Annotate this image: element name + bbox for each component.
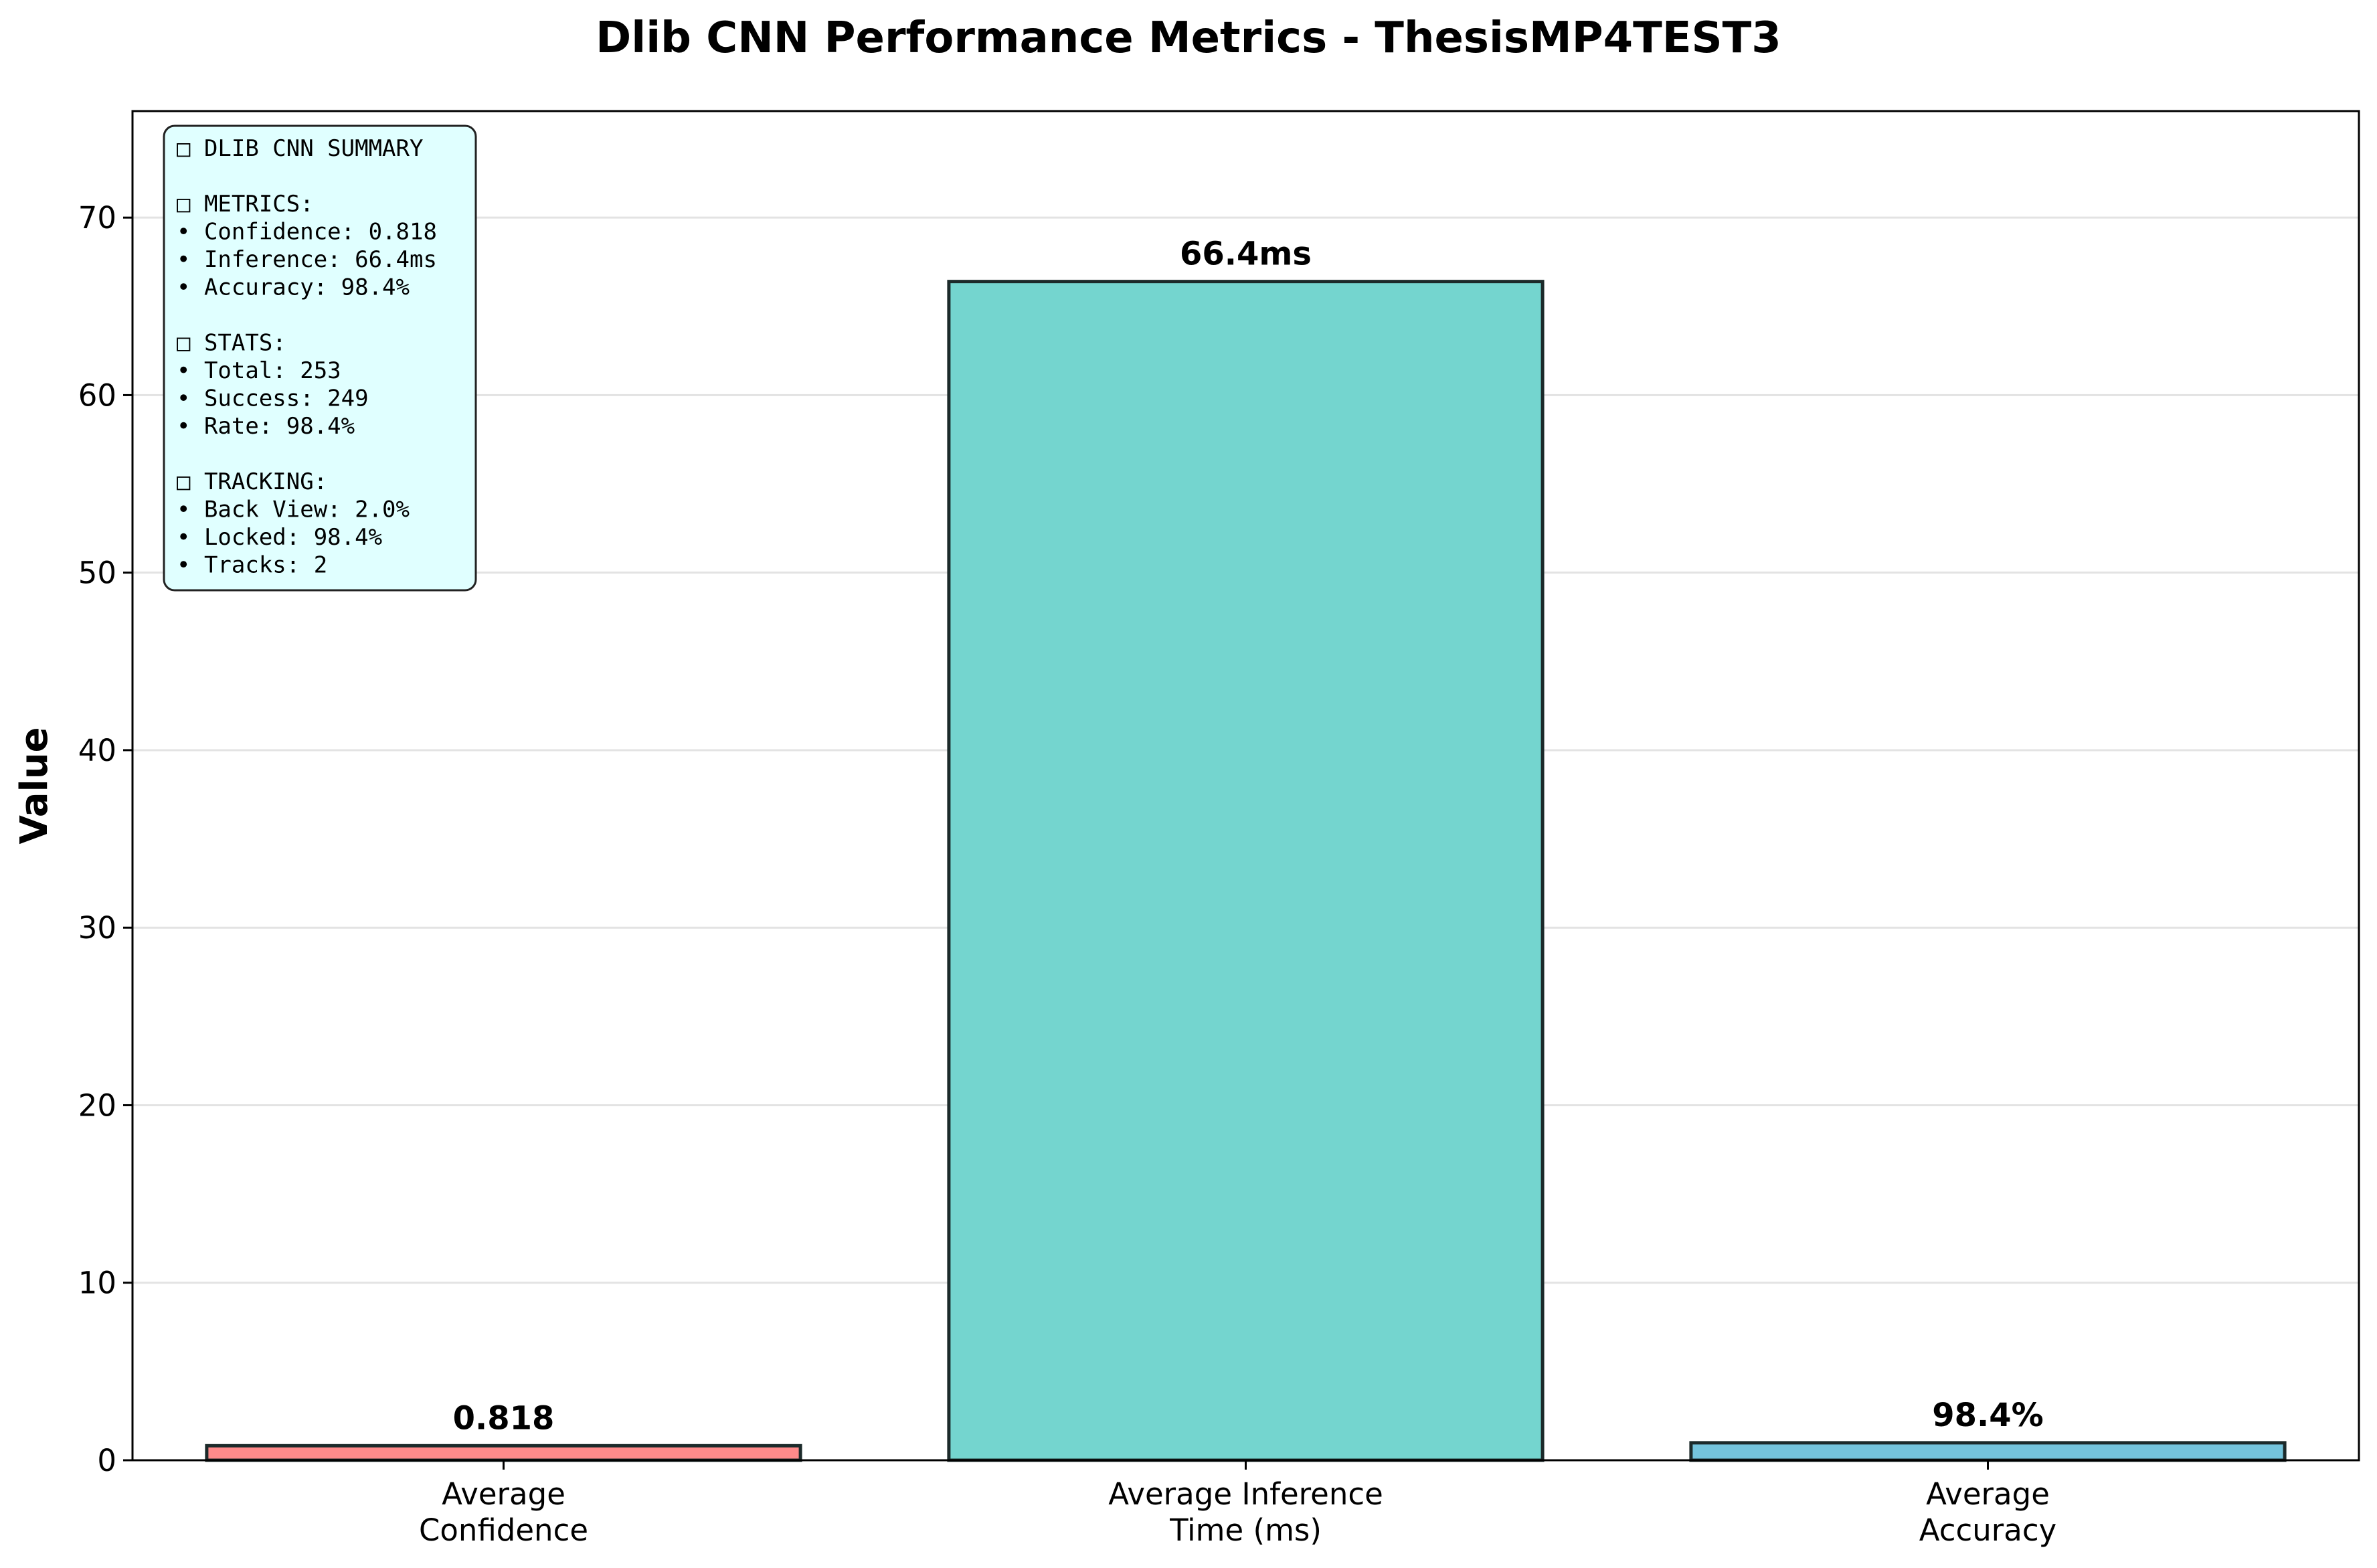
bar — [1689, 1441, 2287, 1462]
y-tick-label: 10 — [78, 1266, 116, 1301]
y-tick-label: 70 — [78, 200, 116, 236]
summary-line: □ METRICS: — [177, 191, 314, 217]
chart-title: Dlib CNN Performance Metrics - ThesisMP4… — [596, 13, 1781, 63]
x-tick-label: Confidence — [419, 1512, 588, 1548]
summary-line: • Locked: 98.4% — [177, 524, 382, 551]
bar — [205, 1444, 802, 1462]
y-tick-label: 60 — [78, 377, 116, 413]
summary-line: □ STATS: — [177, 330, 286, 357]
summary-line: □ TRACKING: — [177, 468, 327, 495]
y-tick-label: 0 — [97, 1443, 116, 1478]
summary-line: • Confidence: 0.818 — [177, 219, 437, 246]
bar-value-label: 98.4% — [1932, 1397, 2044, 1434]
x-tick-label: Average Inference — [1108, 1476, 1383, 1512]
y-axis-ticks: 0 10 20 30 40 50 60 70 — [78, 200, 133, 1478]
bar-value-label: 0.818 — [453, 1399, 555, 1437]
bar-value-label: 66.4ms — [1180, 236, 1312, 273]
summary-line: • Rate: 98.4% — [177, 413, 355, 440]
y-axis-label: Value — [13, 727, 56, 844]
y-tick-label: 30 — [78, 910, 116, 946]
y-tick-label: 20 — [78, 1087, 116, 1123]
summary-line: • Success: 249 — [177, 385, 369, 412]
x-tick-label: Accuracy — [1919, 1512, 2056, 1548]
summary-line: • Inference: 66.4ms — [177, 246, 437, 273]
x-tick-label: Average — [1926, 1476, 2050, 1512]
summary-line: • Accuracy: 98.4% — [177, 274, 410, 301]
summary-box-background — [163, 124, 477, 592]
y-tick-label: 50 — [78, 555, 116, 591]
bars — [205, 280, 2287, 1462]
summary-line: • Tracks: 2 — [177, 552, 327, 579]
summary-box: □ DLIB CNN SUMMARY □ METRICS:• Confidence… — [163, 124, 477, 592]
bar — [947, 280, 1545, 1462]
data-labels: 0.818 66.4ms 98.4% — [453, 236, 2044, 1438]
x-tick-label: Time (ms) — [1169, 1512, 1322, 1548]
y-tick-label: 40 — [78, 733, 116, 768]
summary-line: • Total: 253 — [177, 357, 341, 384]
summary-line: • Back View: 2.0% — [177, 497, 410, 523]
summary-line: □ DLIB CNN SUMMARY — [177, 135, 423, 162]
x-tick-label: Average — [442, 1476, 565, 1512]
